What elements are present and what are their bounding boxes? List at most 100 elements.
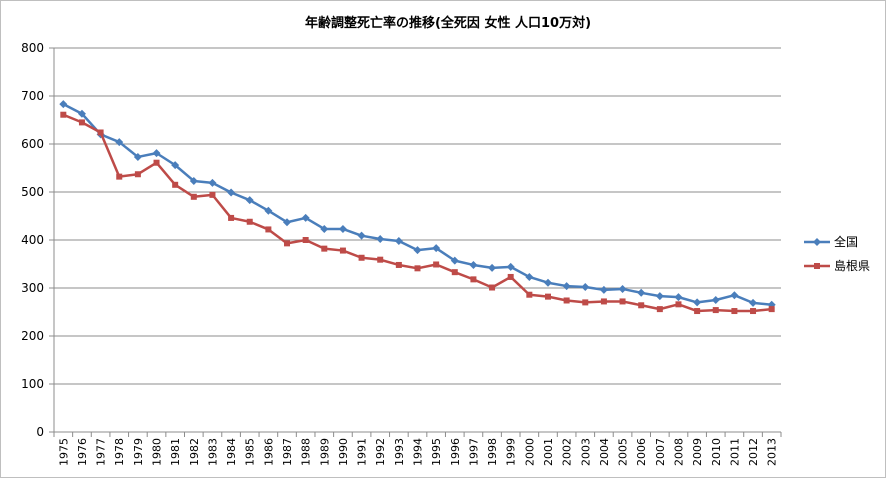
x-tick-label-1977: 1977	[95, 438, 108, 466]
x-tick-label-2013: 2013	[766, 438, 779, 466]
x-tick-label-2006: 2006	[635, 438, 648, 466]
legend-marker-0	[813, 238, 821, 246]
data-point-0-21	[450, 256, 459, 265]
x-tick-label-2000: 2000	[523, 438, 536, 466]
data-point-1-1	[78, 119, 85, 126]
x-tick-label-2010: 2010	[710, 438, 723, 466]
data-point-1-29	[600, 298, 607, 305]
data-point-0-14	[320, 224, 329, 233]
y-tick-label-800: 800	[21, 41, 44, 55]
data-point-1-19	[414, 265, 421, 272]
x-tick-label-1982: 1982	[188, 438, 201, 466]
gridlines	[54, 47, 781, 385]
data-point-1-33	[675, 301, 682, 308]
data-point-0-20	[432, 244, 441, 253]
data-point-0-31	[637, 288, 646, 297]
data-point-0-3	[115, 138, 124, 147]
data-point-0-8	[208, 178, 217, 187]
data-point-1-8	[209, 191, 216, 198]
data-point-1-24	[507, 273, 514, 280]
x-tick-label-2007: 2007	[654, 438, 667, 466]
x-tick-label-1980: 1980	[151, 438, 164, 466]
y-tick-label-400: 400	[21, 233, 44, 247]
legend-label-1: 島根県	[834, 258, 870, 273]
data-point-1-11	[265, 226, 272, 233]
data-point-1-0	[60, 111, 67, 118]
series-line-0	[62, 103, 772, 307]
data-point-0-28	[581, 283, 590, 292]
data-point-0-11	[264, 206, 273, 215]
data-point-0-18	[394, 236, 403, 245]
x-tick-label-2002: 2002	[561, 438, 574, 466]
data-point-1-20	[433, 261, 440, 268]
data-point-0-17	[376, 235, 385, 244]
x-tick-label-1987: 1987	[281, 438, 294, 466]
x-tick-label-1975: 1975	[57, 438, 70, 466]
data-point-1-28	[582, 299, 589, 306]
x-tick-label-2004: 2004	[598, 438, 611, 466]
data-point-1-35	[712, 307, 719, 314]
data-point-1-7	[190, 193, 197, 200]
y-tick-label-600: 600	[21, 137, 44, 151]
data-point-0-7	[189, 176, 198, 185]
data-point-1-17	[377, 256, 384, 263]
data-point-0-23	[488, 263, 497, 272]
data-point-1-10	[246, 218, 253, 225]
x-tick-label-1992: 1992	[374, 438, 387, 466]
data-point-1-6	[172, 181, 179, 188]
x-tick-label-1989: 1989	[318, 438, 331, 466]
data-point-1-31	[638, 302, 645, 309]
x-tick-label-1991: 1991	[356, 438, 369, 466]
x-tick-label-1978: 1978	[113, 438, 126, 466]
x-tick-label-2008: 2008	[672, 438, 685, 466]
data-point-0-35	[711, 296, 720, 304]
data-point-1-36	[731, 308, 738, 315]
x-tick-label-2001: 2001	[542, 438, 555, 466]
data-point-0-5	[152, 149, 161, 158]
data-point-0-29	[599, 285, 608, 294]
y-tick-label-200: 200	[21, 329, 44, 343]
data-point-1-38	[768, 306, 775, 313]
data-point-0-34	[693, 298, 702, 307]
data-point-0-6	[171, 161, 180, 170]
data-point-0-30	[618, 284, 627, 293]
series-layer	[59, 100, 776, 315]
y-tick-label-300: 300	[21, 281, 44, 295]
data-point-1-3	[116, 173, 123, 180]
data-point-0-32	[655, 292, 664, 301]
x-tick-label-1999: 1999	[505, 438, 518, 466]
y-tick-label-0: 0	[36, 425, 44, 439]
data-point-1-27	[563, 297, 570, 304]
data-point-1-15	[339, 247, 346, 254]
x-tick-label-1976: 1976	[76, 438, 89, 466]
x-tick-label-1984: 1984	[225, 438, 238, 466]
data-point-1-12	[284, 240, 291, 247]
y-tick-label-500: 500	[21, 185, 44, 199]
data-point-1-16	[358, 254, 365, 261]
y-tick-label-100: 100	[21, 377, 44, 391]
x-tick-label-1996: 1996	[449, 438, 462, 466]
data-point-0-15	[338, 224, 347, 233]
y-tick-label-700: 700	[21, 89, 44, 103]
x-tick-label-1983: 1983	[206, 438, 219, 466]
data-point-1-22	[470, 276, 477, 283]
x-tick-label-1979: 1979	[132, 438, 145, 466]
x-tick-label-1985: 1985	[244, 438, 257, 466]
x-tick-label-1993: 1993	[393, 438, 406, 466]
data-point-0-26	[543, 278, 552, 287]
chart-title: 年齢調整死亡率の推移(全死因 女性 人口10万対)	[305, 15, 591, 31]
data-point-1-37	[750, 308, 757, 315]
x-tick-label-2003: 2003	[579, 438, 592, 466]
data-point-1-21	[451, 269, 458, 276]
data-point-0-1	[77, 109, 86, 118]
data-point-1-9	[228, 214, 235, 221]
data-point-0-19	[413, 246, 422, 255]
data-point-1-5	[153, 159, 160, 166]
data-point-0-12	[283, 218, 292, 227]
data-point-1-14	[321, 245, 328, 252]
x-tick-label-2011: 2011	[728, 438, 741, 466]
data-point-1-2	[97, 129, 104, 136]
x-tick-label-1988: 1988	[300, 438, 313, 466]
data-point-0-9	[227, 188, 236, 197]
